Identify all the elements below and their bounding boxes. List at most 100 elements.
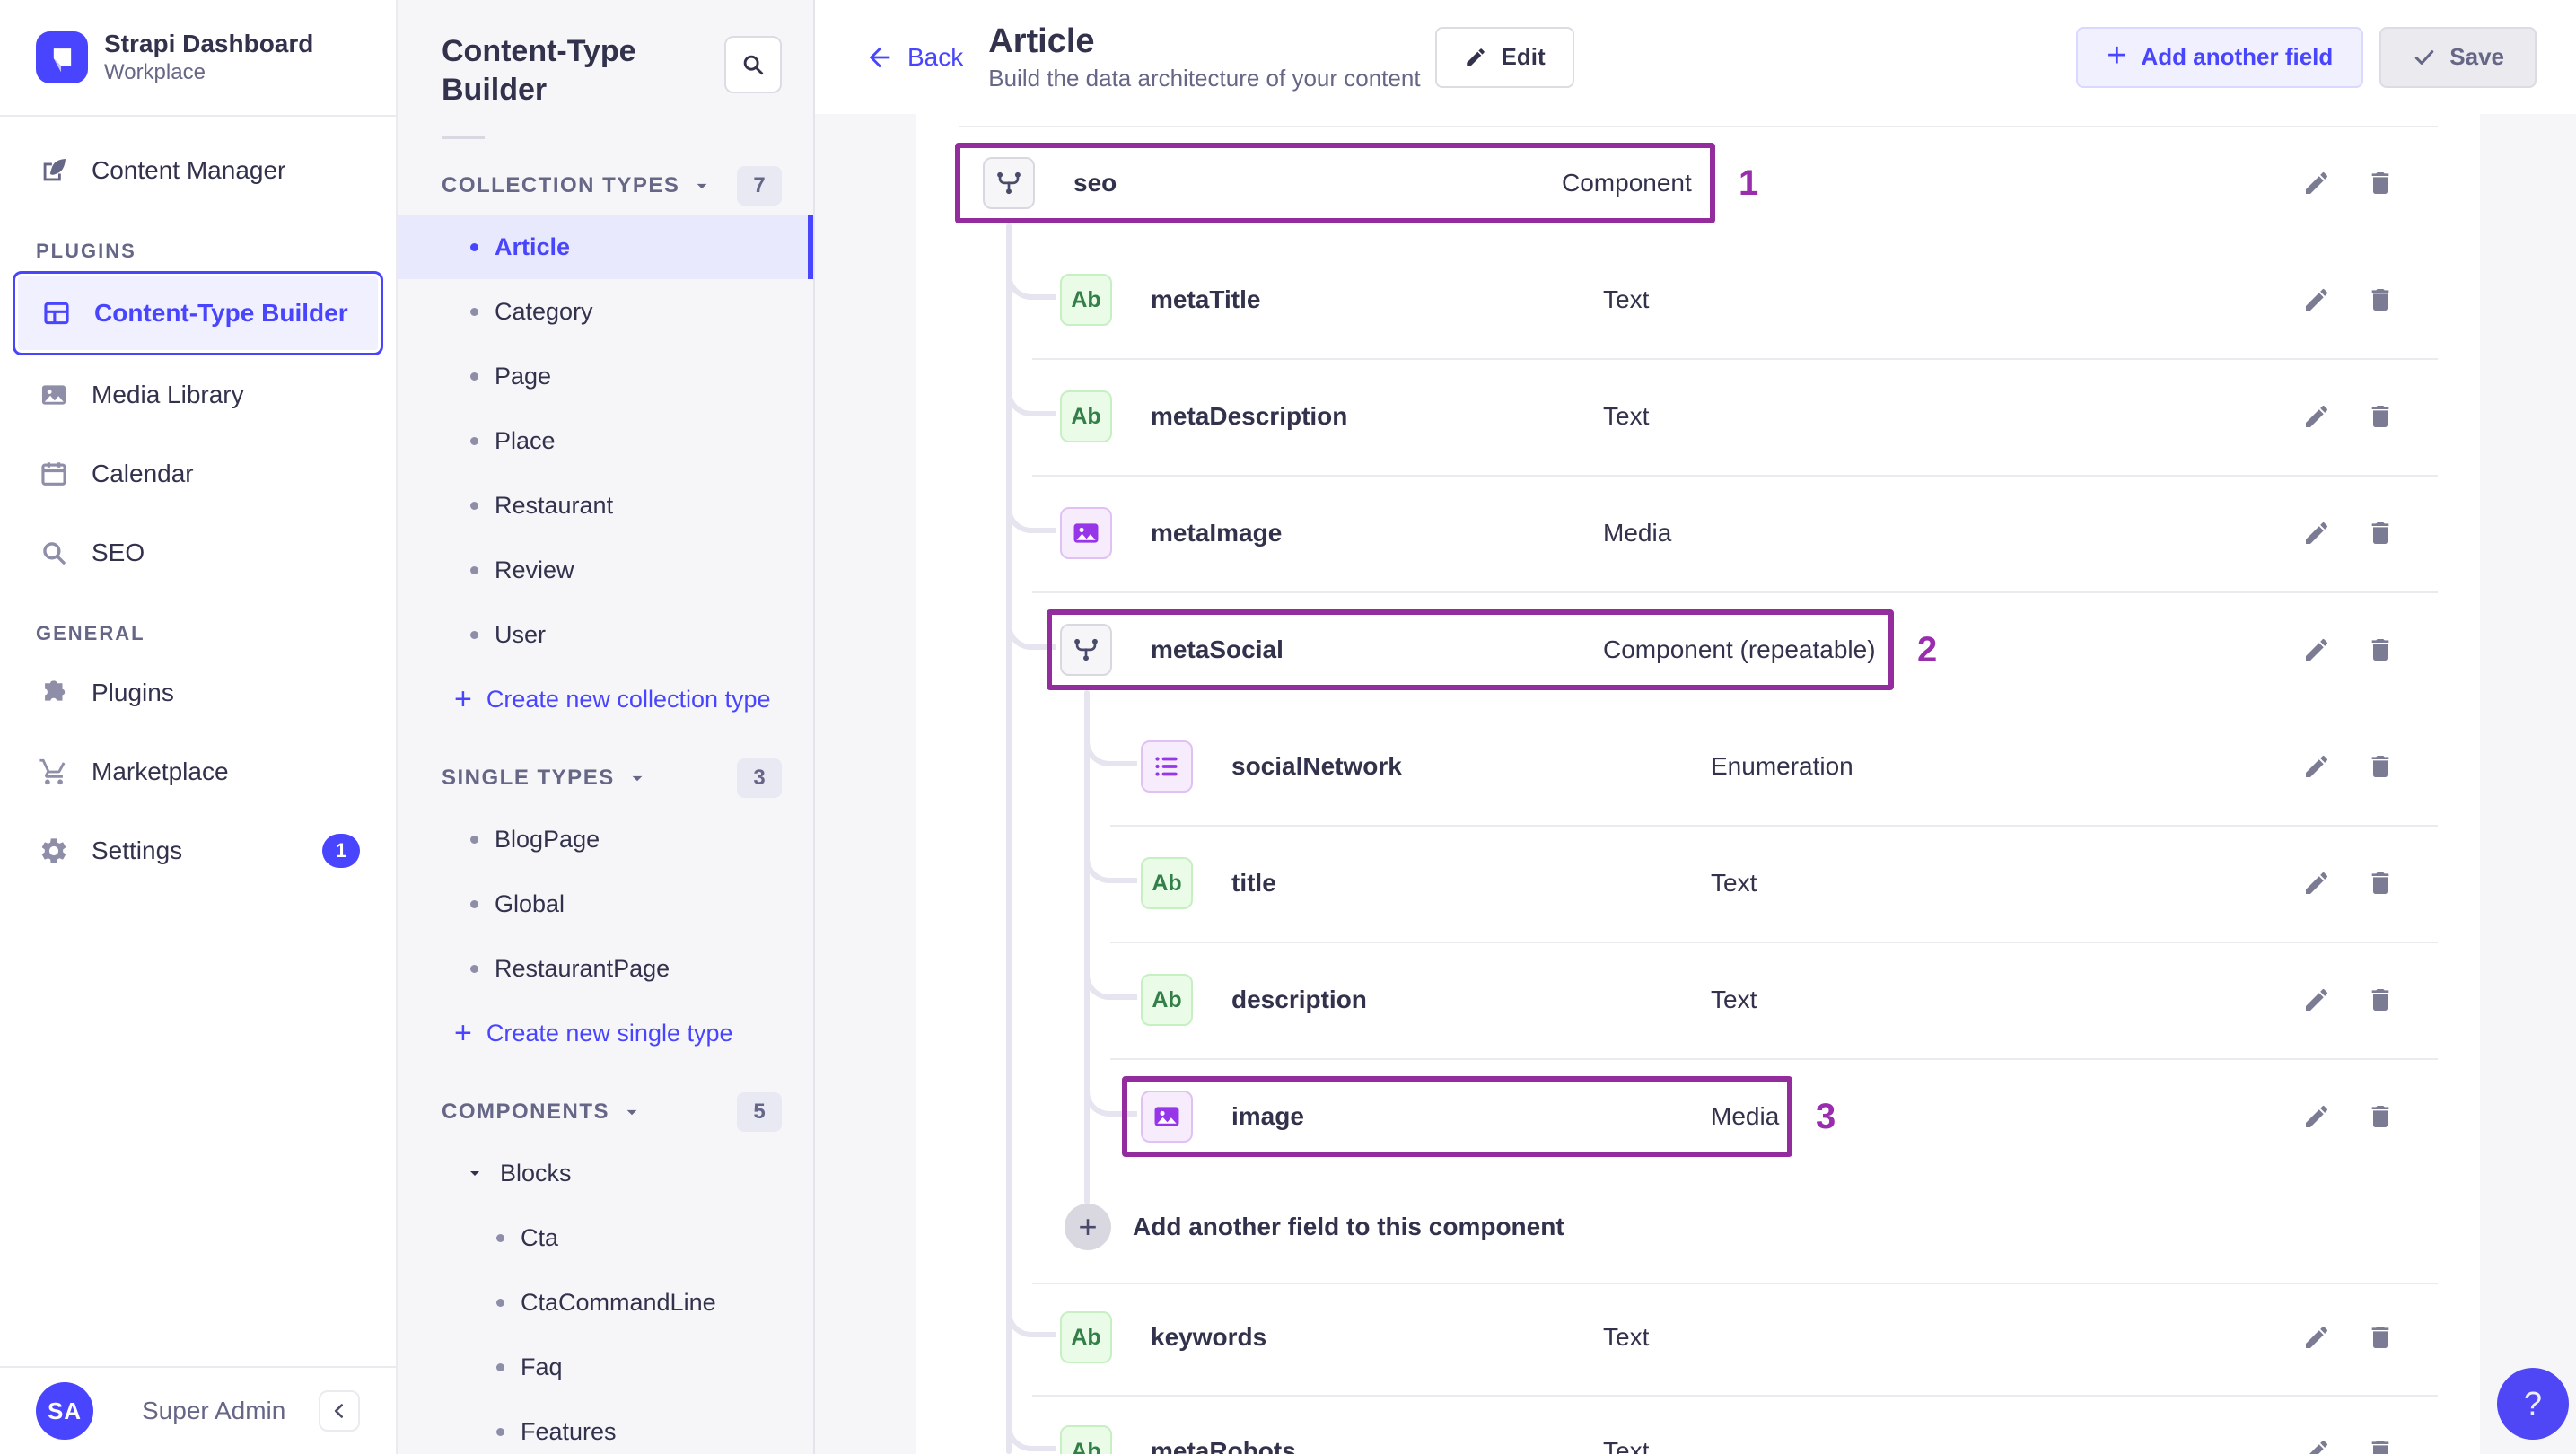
edit-field-button[interactable] [2300,750,2333,783]
nav-item-article[interactable]: Article [398,215,813,279]
field-type: Component [1562,169,1692,197]
delete-field-button[interactable] [2364,1100,2396,1133]
edit-field-button[interactable] [2300,284,2333,316]
ctb-sections: COLLECTION TYPES 7 Article Category Page… [398,157,813,1454]
feather-icon [36,153,72,188]
delete-field-button[interactable] [2364,984,2396,1016]
section-header-2[interactable]: COMPONENTS 5 [398,1083,813,1141]
edit-field-button[interactable] [2300,1435,2333,1454]
bullet-icon [496,1427,504,1436]
create-new-type-link[interactable]: + Create new collection type [454,682,771,716]
chevron-down-icon [464,1162,500,1184]
tree-elbow [1084,949,1137,1000]
edit-field-button[interactable] [2300,400,2333,433]
add-another-field-button[interactable]: + Add another field [2076,26,2364,88]
nav-item-faq[interactable]: Faq [398,1335,813,1399]
help-button[interactable]: ? [2497,1368,2569,1440]
tree-elbow [1006,599,1056,650]
check-icon [2412,45,2449,70]
field-name: seo [1073,169,1117,197]
field-name: socialNetwork [1231,752,1402,780]
delete-field-button[interactable] [2364,400,2396,433]
create-new-type-link[interactable]: + Create new single type [454,1016,733,1050]
nav-item-restaurantpage[interactable]: RestaurantPage [398,936,813,1001]
chevron-left-icon [328,1399,351,1423]
back-link[interactable]: Back [864,42,963,73]
field-type: Component (repeatable) [1603,635,1876,663]
fields-table: seo Component 1 Ab metaTitle Text Ab metaDescri… [916,114,2480,1454]
delete-field-button[interactable] [2364,284,2396,316]
arrow-left-icon [864,42,907,73]
field-type: Text [1603,402,1650,430]
field-type: Text [1711,985,1757,1013]
delete-field-button[interactable] [2364,1435,2396,1454]
field-name: metaTitle [1151,285,1261,313]
trash-icon [2366,869,2395,898]
edit-button[interactable]: Edit [1434,26,1574,88]
trash-icon [2366,285,2395,314]
trash-icon [2366,519,2395,547]
trash-icon [2366,1437,2395,1454]
add-field-to-component-label[interactable]: Add another field to this component [1133,1213,1564,1240]
field-name: description [1231,985,1367,1013]
nav-item-user[interactable]: User [398,602,813,667]
add-field-to-component-button[interactable]: + [1065,1204,1111,1250]
sidebar-section-label: GENERAL [36,622,145,644]
trash-icon [2366,635,2395,664]
section-header-1[interactable]: SINGLE TYPES 3 [398,749,813,807]
edit-field-button[interactable] [2300,517,2333,549]
bullet-icon [470,372,478,381]
search-icon [740,51,767,78]
image-icon [36,377,72,413]
edit-field-button[interactable] [2300,1100,2333,1133]
sidebar-item-label: SEO [92,539,145,566]
nav-item-review[interactable]: Review [398,538,813,602]
question-mark-icon: ? [2523,1385,2543,1422]
nav-item-restaurant[interactable]: Restaurant [398,473,813,538]
pencil-icon [2302,869,2331,898]
delete-field-button[interactable] [2364,867,2396,899]
row-divider [1032,1395,2438,1397]
field-name: keywords [1151,1323,1267,1351]
pencil-icon [2302,1437,2331,1454]
text-field-icon: Ab [1141,857,1193,909]
edit-field-button[interactable] [2300,867,2333,899]
search-button[interactable] [724,36,782,93]
save-button[interactable]: Save [2379,26,2537,88]
sidebar-item-content-manager[interactable]: Content Manager [0,131,396,210]
delete-field-button[interactable] [2364,167,2396,199]
edit-field-button[interactable] [2300,634,2333,666]
edit-field-button[interactable] [2300,1321,2333,1353]
delete-field-button[interactable] [2364,1321,2396,1353]
nav-item-blogpage[interactable]: BlogPage [398,807,813,872]
delete-field-button[interactable] [2364,517,2396,549]
nav-item-features[interactable]: Features [398,1399,813,1454]
nav-item-cta[interactable]: Cta [398,1205,813,1270]
edit-field-button[interactable] [2300,167,2333,199]
edit-field-button[interactable] [2300,984,2333,1016]
nav-item-category[interactable]: Category [398,279,813,344]
sidebar-item-plugins[interactable]: Plugins [0,653,396,732]
component-group-blocks[interactable]: Blocks [398,1141,813,1205]
delete-field-button[interactable] [2364,634,2396,666]
tree-line [1006,223,1012,1454]
delete-field-button[interactable] [2364,750,2396,783]
nav-item-global[interactable]: Global [398,872,813,936]
sidebar-item-media-library[interactable]: Media Library [0,355,396,434]
section-header-0[interactable]: COLLECTION TYPES 7 [398,157,813,215]
ctb-sidebar-head: Content-Type Builder [398,0,813,109]
chevron-down-icon [690,174,714,197]
field-type: Text [1603,285,1650,313]
nav-item-place[interactable]: Place [398,408,813,473]
collapse-sidebar-button[interactable] [319,1390,360,1432]
sidebar-item-settings[interactable]: Settings 1 [0,811,396,890]
sidebar-item-calendar[interactable]: Calendar [0,434,396,513]
nav-item-page[interactable]: Page [398,344,813,408]
nav-item-ctacommandline[interactable]: CtaCommandLine [398,1270,813,1335]
sidebar-item-content-type-builder[interactable]: Content-Type Builder [13,271,383,355]
sidebar-item-seo[interactable]: SEO [0,513,396,592]
divider [442,136,485,139]
sidebar-item-marketplace[interactable]: Marketplace [0,732,396,811]
field-type: Text [1603,1323,1650,1351]
